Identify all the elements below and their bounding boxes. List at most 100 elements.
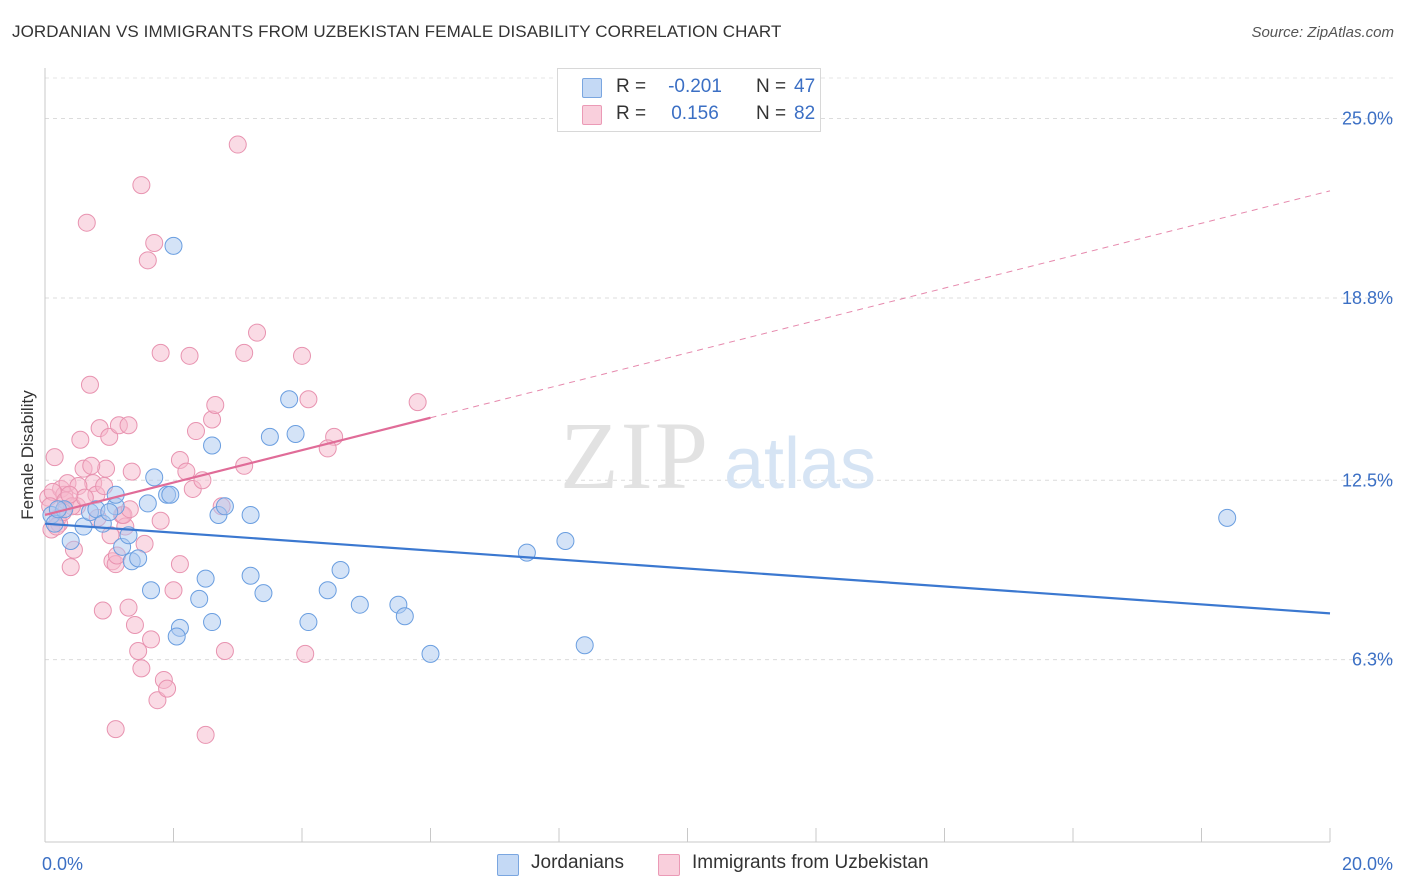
jordanian-point (61, 532, 80, 551)
jordanian-point (142, 581, 161, 600)
source-label: Source: ZipAtlas.com (1251, 24, 1394, 41)
uzbekistan-point (106, 720, 125, 739)
legend-swatch-uzbekistan (582, 105, 602, 125)
uzbekistan-point (97, 459, 116, 478)
uzbekistan-point (132, 659, 151, 678)
trend-lines (44, 190, 1331, 615)
uzbekistan-point (142, 630, 161, 649)
jordanian-point (556, 532, 575, 551)
jordanian-point (215, 497, 234, 516)
jordanian-point (260, 427, 279, 446)
uzbekistan-point (71, 430, 90, 449)
uzbekistan-point (158, 679, 177, 698)
jordanian-point (421, 644, 440, 663)
jordanian-point (299, 613, 318, 632)
uzbekistan-point (100, 427, 119, 446)
jordanian-point (161, 485, 180, 504)
jordanian-point (575, 636, 594, 655)
uzbekistan-point (125, 615, 144, 634)
uzbekistan-point (82, 456, 101, 475)
uzbekistan-point (206, 396, 225, 415)
legend-r-label: R = (616, 76, 647, 97)
jordanian-point (350, 595, 369, 614)
watermark-zip: ZIP (560, 402, 710, 509)
uzbekistan-point (215, 642, 234, 660)
jordanian-point (196, 569, 215, 588)
legend-n-value: 82 (794, 103, 816, 124)
y-axis-title: Female Disability (18, 390, 37, 520)
uzbekistan-point (129, 642, 148, 660)
uzbekistan-point (408, 393, 427, 412)
jordanian-point (318, 581, 337, 600)
uzbekistan-point (151, 343, 170, 362)
uzbekistan-point (132, 176, 151, 195)
uzbekistan-trend-line (44, 416, 431, 517)
jordanian-point (167, 627, 186, 646)
uzbekistan-point (164, 581, 183, 600)
bottom-legend-label: Immigrants from Uzbekistan (692, 852, 929, 873)
legend-n-label: N = (756, 103, 787, 124)
chart-title: JORDANIAN VS IMMIGRANTS FROM UZBEKISTAN … (12, 22, 782, 41)
uzbekistan-point (248, 323, 267, 342)
jordanian-point (254, 584, 273, 603)
uzbekistan-point (296, 644, 315, 663)
legend-r-value: 0.156 (671, 103, 719, 124)
uzbekistan-point (138, 251, 157, 270)
uzbekistan-point (80, 375, 99, 394)
bottom-legend-swatch-uzbekistan (658, 854, 680, 876)
jordanian-point (331, 560, 350, 579)
uzbekistan-point (186, 422, 205, 441)
jordanian-point (100, 503, 119, 522)
y-tick-label: 6.3% (1352, 650, 1393, 670)
jordanian-point (241, 566, 260, 585)
uzbekistan-point (235, 343, 254, 362)
uzbekistan-point (293, 346, 311, 365)
jordanian-point (203, 613, 222, 632)
jordanian-point (138, 494, 157, 513)
uzbekistan-point (151, 511, 170, 530)
jordanian-point (164, 236, 183, 255)
jordanian-point (119, 526, 138, 545)
uzbekistan-point (45, 448, 64, 467)
uzbekistan-point (77, 213, 96, 232)
tick-labels: 6.3% 12.5% 18.8% 25.0% 0.0% 20.0% (42, 109, 1393, 874)
jordanian-point (1218, 508, 1237, 527)
jordanian-point (145, 468, 164, 487)
jordanian-point (241, 505, 260, 524)
uzbekistan-trend-line-extension (430, 190, 1331, 419)
bottom-legend-swatch-jordanians (497, 854, 519, 876)
jordanian-point (129, 549, 148, 568)
legend-r-label: R = (616, 103, 647, 124)
legend-n-label: N = (756, 76, 787, 97)
y-tick-label: 12.5% (1342, 470, 1393, 490)
correlation-legend: R = -0.201 N = 47 R = 0.156 N = 82 (557, 68, 821, 132)
legend-n-value: 47 (794, 76, 816, 97)
uzbekistan-point (196, 725, 215, 744)
uzbekistan-point (122, 462, 141, 481)
uzbekistan-point (93, 601, 112, 620)
uzbekistan-point (145, 233, 164, 252)
y-tick-label: 18.8% (1342, 288, 1393, 308)
jordanian-trend-line (44, 522, 1331, 615)
legend-swatch-jordanians (582, 78, 602, 98)
x-tick-label: 20.0% (1342, 854, 1393, 874)
jordanian-point (395, 607, 414, 626)
legend-r-value: -0.201 (668, 76, 722, 97)
watermark-atlas: atlas (724, 424, 876, 504)
jordanian-point (203, 436, 222, 455)
uzbekistan-point (228, 135, 247, 154)
axes (44, 68, 1331, 843)
jordanian-point (286, 424, 305, 443)
uzbekistan-point (180, 346, 199, 365)
bottom-legend-label: Jordanians (531, 852, 624, 873)
uzbekistan-point (148, 691, 167, 710)
x-tick-label: 0.0% (42, 854, 83, 874)
uzbekistan-point (170, 555, 189, 574)
uzbekistan-point (119, 416, 138, 435)
uzbekistan-point (61, 558, 80, 577)
jordanian-point (190, 589, 209, 608)
uzbekistan-point (299, 390, 318, 409)
uzbekistan-point (119, 598, 138, 617)
y-tick-label: 25.0% (1342, 109, 1393, 129)
